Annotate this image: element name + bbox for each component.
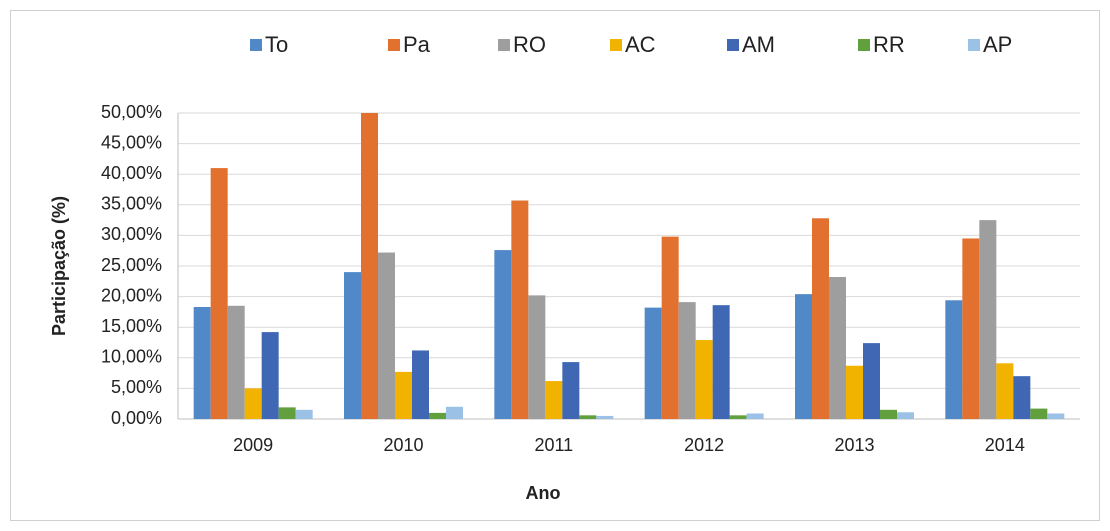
x-tick-label: 2013: [834, 435, 874, 455]
bar: [695, 340, 713, 419]
bar: [562, 362, 580, 419]
legend-label: AC: [625, 32, 656, 57]
bar: [979, 220, 997, 419]
bar: [1013, 376, 1031, 419]
bar: [962, 238, 980, 419]
bar: [678, 302, 696, 419]
bar: [545, 381, 563, 419]
y-tick-label: 5,00%: [111, 377, 162, 397]
bar: [227, 305, 245, 419]
legend-label: RR: [873, 32, 905, 57]
bar: [511, 200, 529, 419]
x-tick-label: 2010: [383, 435, 423, 455]
y-tick-label: 30,00%: [101, 224, 162, 244]
bar: [378, 252, 395, 419]
legend-swatch: [727, 39, 739, 51]
bar: [344, 272, 361, 419]
bar: [880, 409, 897, 419]
bar: [261, 332, 279, 419]
bar: [795, 294, 812, 419]
y-tick-label: 0,00%: [111, 408, 162, 428]
y-tick-label: 45,00%: [101, 132, 162, 152]
legend-swatch: [250, 39, 262, 51]
bar: [494, 250, 512, 419]
legend-label: RO: [513, 32, 546, 57]
y-tick-label: 40,00%: [101, 163, 162, 183]
x-axis-title: Ano: [526, 483, 561, 503]
bar: [429, 412, 446, 419]
x-tick-label: 2014: [985, 435, 1025, 455]
legend-label: Pa: [403, 32, 431, 57]
bar: [812, 218, 829, 419]
bar: [729, 415, 747, 419]
bar: [278, 407, 296, 419]
legend-label: AM: [742, 32, 775, 57]
bar: [846, 365, 863, 419]
bar: [644, 307, 662, 419]
bar: [528, 295, 546, 419]
bar: [210, 168, 228, 419]
x-tick-label: 2009: [233, 435, 273, 455]
bar: [244, 388, 262, 419]
legend-label: To: [265, 32, 288, 57]
bar: [1030, 408, 1048, 419]
y-tick-label: 25,00%: [101, 255, 162, 275]
y-tick-label: 35,00%: [101, 194, 162, 214]
bar: [395, 371, 412, 419]
bar: [446, 406, 463, 419]
y-tick-label: 10,00%: [101, 347, 162, 367]
bar: [746, 413, 764, 419]
legend-swatch: [388, 39, 400, 51]
bar: [193, 307, 211, 419]
legend-swatch: [498, 39, 510, 51]
y-tick-label: 50,00%: [101, 102, 162, 122]
y-tick-label: 20,00%: [101, 285, 162, 305]
legend-swatch: [610, 39, 622, 51]
legend-swatch: [858, 39, 870, 51]
bar: [412, 350, 429, 419]
bar: [712, 305, 730, 419]
bar: [945, 300, 963, 419]
bar: [661, 236, 679, 419]
y-axis-title: Participação (%): [49, 196, 69, 336]
bar: [1047, 413, 1065, 419]
bar: [295, 409, 313, 419]
bar: [897, 412, 914, 419]
bar: [863, 343, 880, 419]
x-tick-label: 2012: [684, 435, 724, 455]
bar: [579, 415, 597, 419]
bar: [996, 363, 1014, 419]
bar: [596, 415, 614, 419]
bar: [361, 113, 378, 419]
bar: [829, 277, 846, 419]
legend-swatch: [968, 39, 980, 51]
y-tick-label: 15,00%: [101, 316, 162, 336]
legend-label: AP: [983, 32, 1012, 57]
x-tick-label: 2011: [534, 435, 573, 455]
